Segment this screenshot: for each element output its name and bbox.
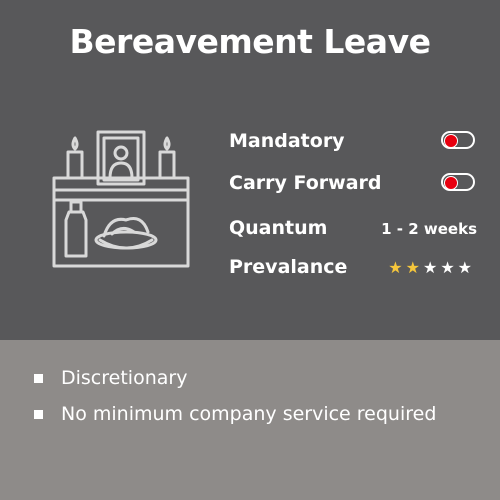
card-details-panel [0, 340, 500, 500]
attribute-row-quantum: Quantum 1 - 2 weeks [229, 217, 479, 247]
attribute-row-mandatory: Mandatory [229, 130, 479, 160]
toggle-knob [444, 176, 458, 190]
star-empty-icon: ★ [440, 260, 458, 277]
mandatory-toggle[interactable] [441, 131, 475, 149]
attribute-label: Carry Forward [229, 172, 382, 194]
attribute-label: Quantum [229, 217, 328, 239]
memorial-altar-icon [52, 130, 190, 268]
carry-forward-toggle[interactable] [441, 173, 475, 191]
attribute-row-prevalance: Prevalance ★★★★★ [229, 256, 479, 286]
star-filled-icon: ★ [388, 260, 406, 277]
toggle-knob [444, 134, 458, 148]
list-item: Discretionary [34, 364, 436, 400]
list-item: No minimum company service required [34, 400, 436, 436]
quantum-value: 1 - 2 weeks [381, 220, 477, 238]
attribute-row-carry-forward: Carry Forward [229, 172, 479, 202]
star-empty-icon: ★ [422, 260, 441, 277]
card-header-panel: Bereavement Leave [0, 0, 500, 340]
star-filled-icon: ★ [405, 260, 423, 277]
card-title: Bereavement Leave [69, 22, 431, 61]
bullet-square-icon [34, 374, 43, 383]
star-empty-icon: ★ [457, 260, 475, 277]
list-item-text: Discretionary [61, 367, 188, 389]
bullet-square-icon [34, 410, 43, 419]
attribute-label: Mandatory [229, 130, 345, 152]
list-item-text: No minimum company service required [61, 403, 437, 425]
attribute-label: Prevalance [229, 256, 348, 278]
details-list: Discretionary No minimum company service… [34, 364, 436, 436]
prevalance-rating: ★★★★★ [388, 258, 475, 278]
